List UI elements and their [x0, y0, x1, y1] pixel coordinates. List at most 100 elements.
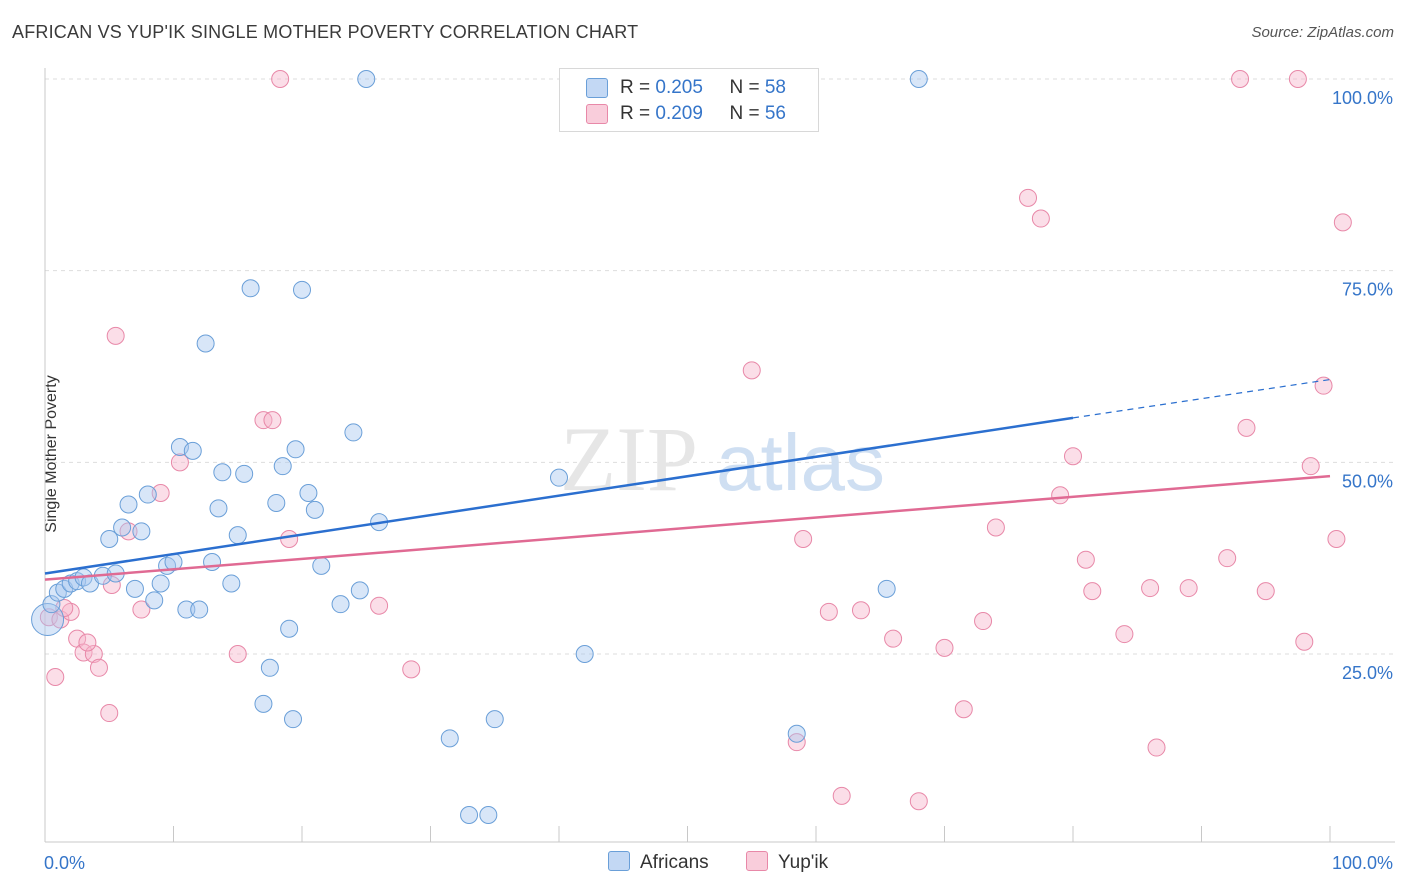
yupik-point — [1237, 418, 1256, 437]
n-value: 56 — [764, 103, 786, 124]
source-label: Source: ZipAtlas.com — [1251, 24, 1394, 41]
yupik-point — [794, 530, 813, 548]
africans-point — [312, 556, 331, 575]
r-label: R = — [620, 103, 656, 124]
yupik-point — [263, 411, 282, 430]
africans-point — [280, 619, 299, 638]
yupik-point — [46, 668, 65, 686]
africans-point — [909, 70, 928, 88]
africans-point — [190, 600, 209, 619]
correlation-legend: R = 0.205 N = 58 R = 0.209 N = 56 — [559, 68, 819, 132]
africans-point — [460, 806, 479, 824]
y-tick-label: 100.0% — [1332, 88, 1393, 108]
yupik-point — [1141, 579, 1160, 598]
africans-legend-swatch — [608, 851, 630, 871]
africans-point — [299, 484, 318, 502]
africans-point — [286, 440, 305, 459]
africans-point — [241, 279, 260, 298]
yupik-point — [102, 576, 121, 594]
yupik-point — [1083, 582, 1102, 601]
africans-point — [183, 441, 202, 460]
africans-point — [550, 468, 568, 487]
africans-point — [132, 522, 151, 541]
africans-point — [203, 553, 222, 571]
yupik-point — [1179, 579, 1198, 598]
africans-point — [267, 493, 286, 512]
yupik-point — [280, 530, 299, 548]
yupik-point — [1256, 582, 1275, 601]
africans-point — [235, 464, 254, 483]
yupik-point — [132, 600, 151, 619]
axes — [44, 68, 1395, 843]
africans-point — [305, 500, 324, 519]
africans-point — [273, 457, 292, 476]
n-label: N = — [729, 103, 765, 124]
yupik-point — [1051, 486, 1070, 505]
yupik-point — [1076, 550, 1095, 569]
africans-point — [213, 463, 232, 482]
yupik-point — [1218, 549, 1237, 568]
africans-point — [293, 280, 311, 299]
yupik-point — [151, 484, 170, 502]
africans-point — [344, 423, 363, 442]
yupik-point — [100, 704, 119, 723]
yupik-point — [1019, 188, 1038, 207]
yupik-point — [1231, 70, 1250, 88]
africans-legend-label: Africans — [640, 852, 709, 873]
y-tick-label: 50.0% — [1342, 471, 1393, 491]
africans-point — [331, 595, 350, 614]
yupik-point — [986, 518, 1005, 537]
africans-point — [177, 600, 196, 619]
africans-point — [100, 530, 119, 548]
yupik-point — [1115, 625, 1134, 644]
africans-point — [787, 724, 806, 743]
yupik-swatch — [586, 104, 608, 124]
africans-trend-line — [44, 416, 1074, 575]
africans-point — [222, 574, 241, 593]
africans-point — [145, 591, 164, 610]
africans-trend-extension — [1072, 378, 1331, 419]
africans-point — [479, 806, 498, 824]
yupik-point — [974, 612, 993, 631]
yupik-legend-swatch — [746, 851, 768, 871]
yupik-point — [909, 792, 928, 811]
yupik-points — [39, 70, 1352, 811]
x-tick-label: 0.0% — [44, 853, 85, 873]
yupik-point — [370, 596, 389, 615]
watermark: ZIP atlas — [560, 408, 885, 510]
africans-point — [151, 574, 170, 593]
yupik-point — [935, 638, 954, 657]
yupik-point — [1031, 209, 1050, 228]
yupik-point — [1295, 632, 1314, 651]
africans-point — [42, 595, 61, 614]
yupik-point — [170, 453, 189, 472]
yupik-point — [832, 786, 851, 805]
tick-labels: 25.0% 50.0% 75.0% 100.0% 0.0% 100.0% — [44, 88, 1393, 873]
watermark-zip: ZIP — [560, 408, 698, 510]
africans-point — [260, 658, 279, 677]
r-value: 0.209 — [655, 103, 703, 124]
watermark-atlas: atlas — [716, 418, 885, 507]
yupik-point — [954, 700, 973, 719]
yupik-point — [1314, 376, 1333, 395]
africans-point — [196, 334, 215, 353]
yupik-point — [1147, 738, 1166, 757]
yupik-trend-line — [44, 474, 1331, 581]
yupik-point — [1288, 70, 1307, 88]
yupik-point — [1327, 530, 1346, 548]
n-value: 58 — [764, 77, 786, 98]
africans-point — [254, 694, 273, 713]
yupik-point — [51, 610, 70, 629]
africans-point — [877, 579, 896, 598]
r-label: R = — [620, 77, 656, 98]
n-label: N = — [729, 77, 765, 98]
africans-point — [440, 729, 459, 748]
africans-point — [485, 710, 504, 729]
africans-point — [284, 710, 303, 729]
yupik-point — [402, 660, 421, 679]
yupik-point — [89, 658, 108, 677]
yupik-point — [884, 629, 903, 648]
yupik-point — [228, 645, 247, 663]
africans-point — [113, 518, 132, 537]
